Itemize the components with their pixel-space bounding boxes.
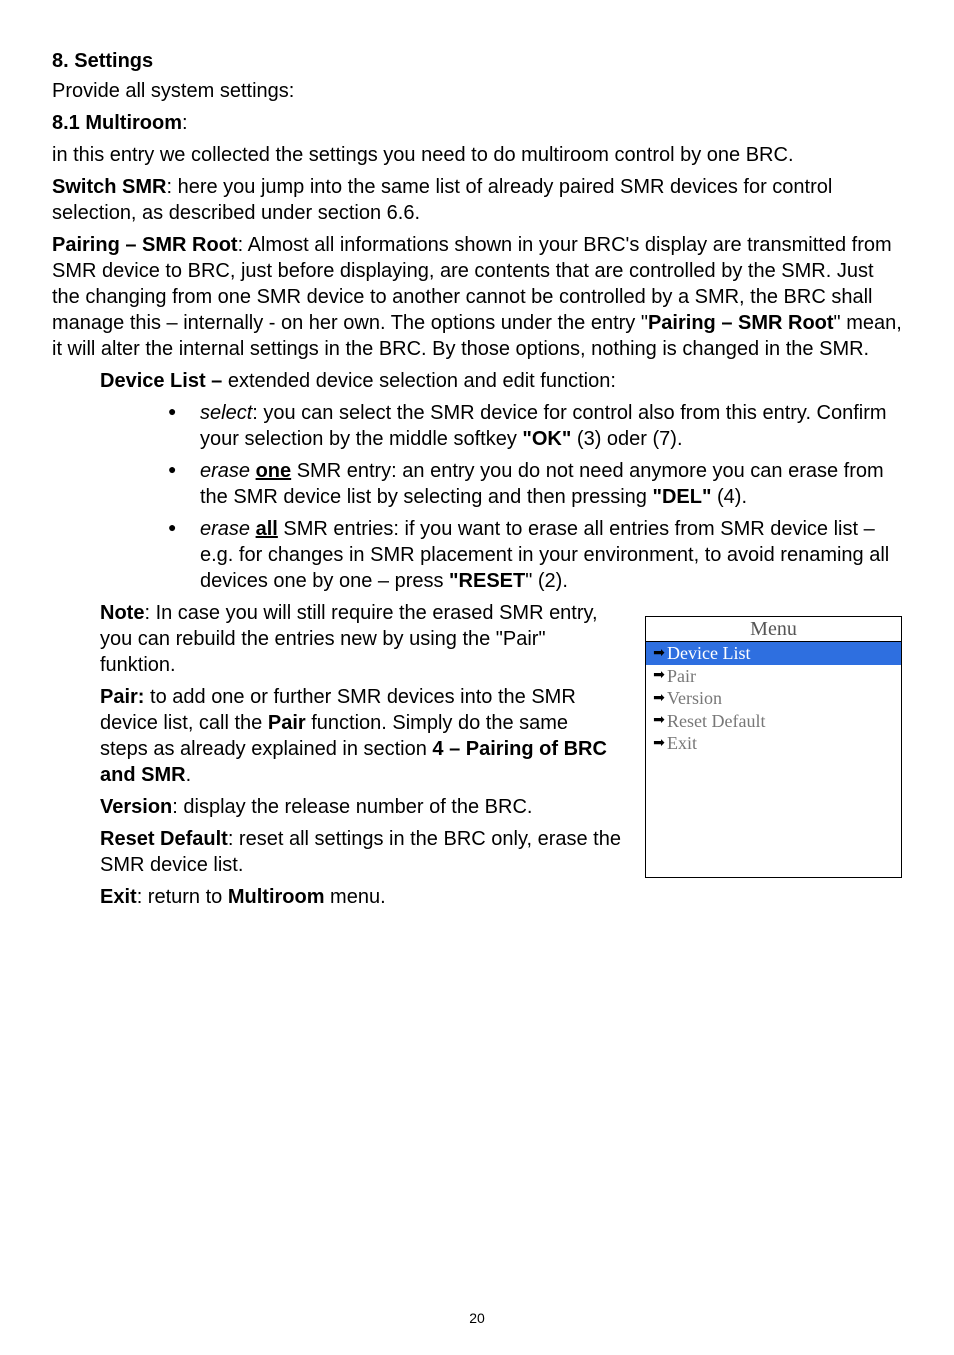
bullet-rest-2: (4). — [711, 486, 747, 508]
bullet-underline: one — [256, 460, 292, 482]
bullet-bold-1: "DEL" — [652, 486, 711, 508]
switch-smr-label: Switch SMR — [52, 176, 166, 198]
note-paragraph: Note: In case you will still require the… — [100, 600, 621, 678]
menu-item-reset-default: ➡Reset Default — [646, 710, 901, 733]
bullet-list: select: you can select the SMR device fo… — [52, 400, 902, 594]
switch-smr-paragraph: Switch SMR: here you jump into the same … — [52, 174, 902, 226]
version-label: Version — [100, 796, 172, 818]
switch-smr-text: : here you jump into the same list of al… — [52, 176, 832, 224]
menu-item-exit: ➡Exit — [646, 732, 901, 755]
arrow-icon: ➡ — [652, 645, 666, 663]
exit-bold: Multiroom — [228, 886, 325, 908]
menu-item-label: Pair — [667, 665, 696, 688]
bullet-em: erase — [200, 460, 256, 482]
note-label: Note — [100, 602, 144, 624]
menu-title: Menu — [646, 617, 901, 642]
pair-bold: Pair — [268, 712, 306, 734]
subsection-heading: 8.1 Multiroom — [52, 112, 182, 134]
reset-label: Reset Default — [100, 828, 228, 850]
pair-text-3: . — [186, 764, 192, 786]
pair-label: Pair: — [100, 686, 144, 708]
menu-item-device-list: ➡Device List — [646, 642, 901, 665]
device-list-label: Device List – — [100, 370, 228, 392]
bullet-rest-2: (3) oder (7). — [571, 428, 682, 450]
bullet-item: select: you can select the SMR device fo… — [150, 400, 902, 452]
menu-item-pair: ➡Pair — [646, 665, 901, 688]
device-list-text: extended device selection and edit funct… — [228, 370, 616, 392]
subsection-intro: in this entry we collected the settings … — [52, 142, 902, 168]
subsection-colon: : — [182, 112, 188, 134]
arrow-icon: ➡ — [652, 690, 666, 708]
pairing-label: Pairing – SMR Root — [52, 234, 238, 256]
pairing-paragraph: Pairing – SMR Root: Almost all informati… — [52, 232, 902, 362]
bullet-bold-1: "OK" — [522, 428, 571, 450]
pairing-bold-inline: Pairing – SMR Root — [648, 312, 834, 334]
exit-text-1: : return to — [137, 886, 228, 908]
arrow-icon: ➡ — [652, 735, 666, 753]
version-text: : display the release number of the BRC. — [172, 796, 532, 818]
bullet-item: erase one SMR entry: an entry you do not… — [150, 458, 902, 510]
section-heading: 8. Settings — [52, 48, 902, 74]
bullet-rest-1: SMR entry: an entry you do not need anym… — [200, 460, 884, 508]
bullet-em: erase — [200, 518, 256, 540]
arrow-icon: ➡ — [652, 667, 666, 685]
exit-text-2: menu. — [325, 886, 386, 908]
exit-paragraph: Exit: return to Multiroom menu. — [100, 884, 621, 910]
subsection-heading-line: 8.1 Multiroom: — [52, 110, 902, 136]
menu-item-version: ➡Version — [646, 687, 901, 710]
bullet-bold-1: "RESET — [449, 570, 525, 592]
device-list-line: Device List – extended device selection … — [100, 368, 902, 394]
bullet-rest-2: " (2). — [525, 570, 568, 592]
menu-screenshot: Menu ➡Device List ➡Pair ➡Version ➡Reset … — [645, 616, 902, 878]
reset-paragraph: Reset Default: reset all settings in the… — [100, 826, 621, 878]
menu-item-label: Reset Default — [667, 710, 765, 733]
page-number: 20 — [0, 1309, 954, 1327]
section-intro: Provide all system settings: — [52, 78, 902, 104]
pair-paragraph: Pair: to add one or further SMR devices … — [100, 684, 621, 788]
bullet-em: select — [200, 402, 252, 424]
bullet-underline: all — [256, 518, 278, 540]
note-text: : In case you will still require the era… — [100, 602, 598, 676]
arrow-icon: ➡ — [652, 712, 666, 730]
menu-item-label: Exit — [667, 732, 697, 755]
menu-item-label: Device List — [667, 642, 750, 665]
menu-item-label: Version — [667, 687, 722, 710]
bullet-item: erase all SMR entries: if you want to er… — [150, 516, 902, 594]
version-paragraph: Version: display the release number of t… — [100, 794, 621, 820]
exit-label: Exit — [100, 886, 137, 908]
